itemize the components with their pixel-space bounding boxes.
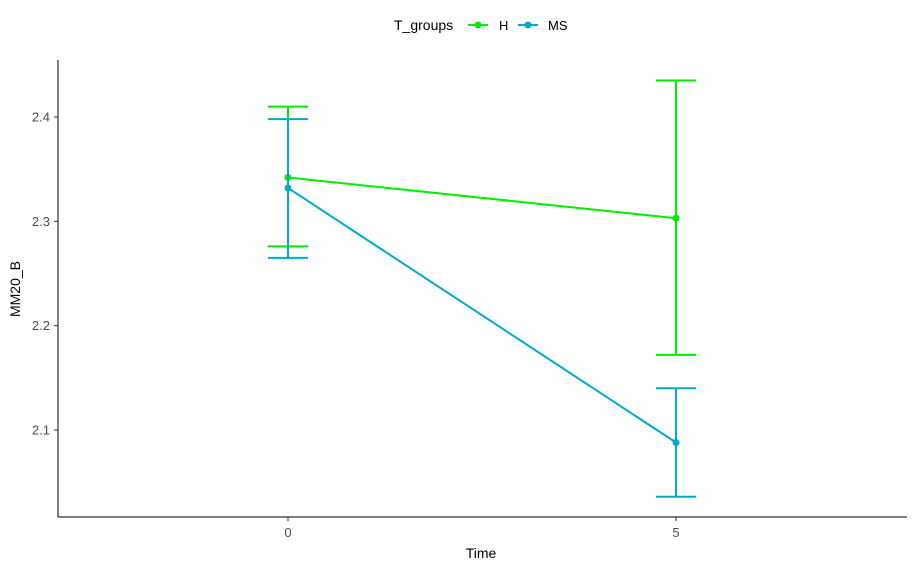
y-ticks: 2.1 2.2 2.3 2.4	[32, 110, 58, 438]
data-point	[672, 214, 680, 222]
x-axis-title: Time	[466, 545, 497, 561]
legend-label-h: H	[499, 18, 508, 33]
y-axis-title: MM20_B	[7, 261, 23, 317]
data-point	[284, 184, 292, 192]
legend-title: T_groups	[394, 17, 453, 33]
legend-item-h: H	[468, 18, 508, 33]
data-point	[672, 439, 680, 447]
series-line	[287, 176, 677, 220]
x-tick-label: 0	[284, 525, 291, 540]
legend: T_groups H MS	[394, 17, 568, 33]
y-tick-label: 2.4	[32, 110, 50, 125]
legend-key-point-h	[474, 21, 482, 29]
y-tick-label: 2.2	[32, 318, 50, 333]
series-ms	[268, 118, 696, 498]
series-line	[287, 187, 677, 444]
axes	[57, 60, 907, 518]
y-tick-label: 2.3	[32, 214, 50, 229]
plot-area	[268, 79, 696, 498]
legend-label-ms: MS	[548, 18, 568, 33]
legend-item-ms: MS	[518, 18, 568, 33]
legend-key-point-ms	[524, 21, 532, 29]
y-tick-label: 2.1	[32, 423, 50, 438]
x-tick-label: 5	[672, 525, 679, 540]
